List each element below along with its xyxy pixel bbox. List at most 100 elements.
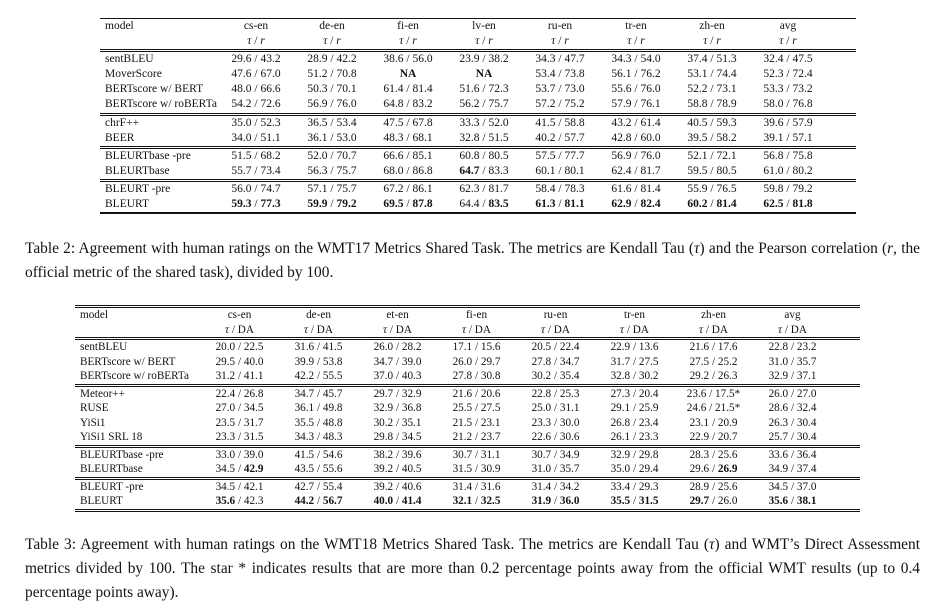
metric-value: 77.7 [564,149,585,162]
value-separator: / [314,387,323,400]
metric-value: 60.0 [640,131,661,144]
metric-cell: 47.5 / 67.8 [370,112,446,131]
value-separator: / [327,131,337,144]
metric-cell: 50.3 / 70.1 [294,82,370,97]
metric-value: 58.2 [716,131,737,144]
metric-value: 68.1 [412,131,433,144]
metric-value: 32.9 [610,448,631,461]
value-separator: / [251,149,261,162]
metric-value: 43.5 [294,463,315,476]
value-separator: / [783,164,793,177]
metric-value: 28.3 [689,448,710,461]
value-separator: / [327,182,337,195]
metric-value: 27.3 [610,387,631,400]
metric-cell: 62.4 / 81.7 [598,164,674,181]
metric-cell: 36.5 / 53.4 [294,112,370,131]
value-separator: / [788,431,797,444]
caption-segment: / DA [308,323,333,336]
metric-cell: 32.4 / 47.5 [750,51,826,68]
spacer-cell [826,82,856,97]
metric-cell: 64.8 / 83.2 [370,97,446,114]
spacer-cell [826,34,856,53]
value-separator: / [709,448,718,461]
col-header-tr-en: tr-en [625,20,647,32]
value-separator: / [631,83,641,96]
metric-cell: 39.5 / 58.2 [674,131,750,148]
metric-value: 30.2 [531,370,552,383]
metric-value: 50.3 [307,83,328,96]
metric-value: 81.1 [564,198,585,211]
metric-value: 72.3 [488,83,509,96]
metric-value: 42.2 [336,53,357,66]
value-separator: / [479,164,489,177]
metric-value: 77.3 [260,198,281,211]
value-separator: / [479,198,489,211]
metric-cell: 26.3 / 30.4 [753,416,832,431]
metric-value: 52.0 [307,149,328,162]
metric-cell: 32.8 / 51.5 [446,131,522,148]
metric-value: 57.1 [307,182,328,195]
metric-value: 52.2 [687,83,708,96]
metric-value: 31.1 [559,402,580,415]
metric-cell: 56.9 / 76.0 [294,97,370,114]
metric-value: 51.5 [231,149,252,162]
metric-value: NA [399,68,417,81]
caption-segment: τ [627,35,632,48]
metric-cell: 62.9 / 82.4 [598,197,674,213]
metric-value: 34.9 [559,448,580,461]
metric-value: 34.5 [243,402,264,415]
value-separator: / [235,463,244,476]
caption-segment: ) and the Pearson correlation ( [699,240,888,258]
col-header-ru-en: ru-en [543,309,568,322]
metric-value: 36.0 [559,495,580,508]
metric-value: 30.6 [559,431,580,444]
metric-cell: 39.2 / 40.6 [358,476,437,495]
metric-cell: 35.5 / 31.5 [595,494,674,510]
metric-cell: 52.1 / 72.1 [674,145,750,164]
caption-segment: τ [708,535,715,553]
table-row: BLEURT 35.6 / 42.3 44.2 / 56.7 40.0 / 41.4 3… [75,494,860,510]
value-separator: / [393,463,402,476]
value-separator: / [314,448,323,461]
metric-value: 40.3 [401,370,422,383]
metric-value: 30.7 [531,448,552,461]
value-separator: / [707,98,717,111]
metric-value: 57.1 [792,131,813,144]
metric-subheader: τ / r [750,34,826,53]
metric-value: 30.9 [480,463,501,476]
metric-value: 72.6 [260,98,281,111]
metric-value: 47.5 [792,53,813,66]
metric-subheader: τ / DA [674,322,753,341]
value-separator: / [235,480,244,493]
caption-segment: / DA [782,323,807,336]
metric-value: 85.1 [412,149,433,162]
metric-value: 73.8 [564,68,585,81]
metric-value: 82.4 [640,198,661,211]
metric-value: 27.8 [531,355,552,368]
value-separator: / [327,83,337,96]
table-row: sentBLEU 20.0 / 22.5 31.6 / 41.5 26.0 / 28.… [75,339,860,355]
paper-page: model cs-en de-en fi-en lv-en ru-en tr-en zh-en… [0,18,944,605]
metric-value: 28.9 [307,53,328,66]
metric-value: 35.4 [559,370,580,383]
metric-cell: 57.9 / 76.1 [598,97,674,114]
metric-value: 23.1 [480,416,501,429]
metric-value: 41.4 [401,495,422,508]
value-separator: / [630,431,639,444]
metric-value: 39.5 [687,131,708,144]
col-header-de-en: de-en [306,309,331,322]
metric-value: 34.7 [294,387,315,400]
wmt18-table-container: model cs-en de-en et-en fi-en ru-en tr-en zh-en… [75,305,944,512]
metric-cell: 55.9 / 76.5 [674,178,750,198]
table-row: BERTscore w/ BERT 48.0 / 66.6 50.3 / 70.1 6… [100,82,856,97]
metric-cell: 47.6 / 67.0 [218,67,294,82]
metric-cell: 26.8 / 23.4 [595,416,674,431]
metric-value: 59.5 [687,164,708,177]
value-separator: / [327,149,337,162]
metric-value: 67.8 [412,116,433,129]
metric-value: 36.1 [294,402,315,415]
value-separator: / [783,53,793,66]
metric-cell: 51.6 / 72.3 [446,82,522,97]
value-separator: / [235,495,244,508]
col-header-fi-en: fi-en [465,309,488,322]
